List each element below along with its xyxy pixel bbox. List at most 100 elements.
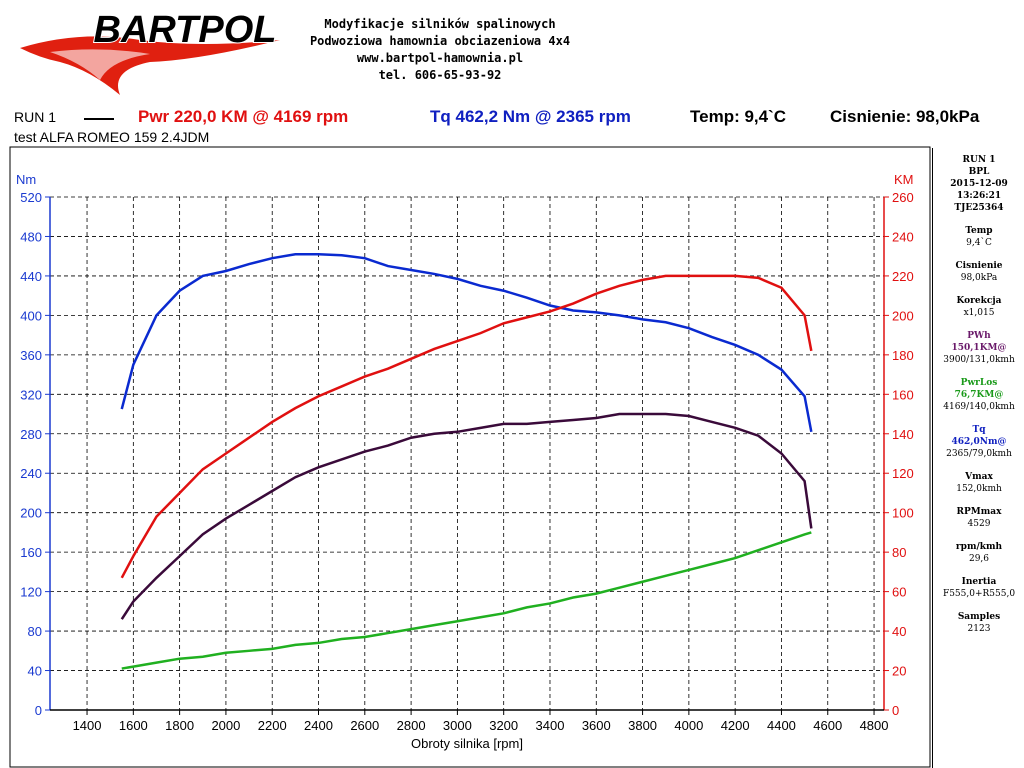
y2-tick-label: 240 xyxy=(892,229,914,244)
x-tick-label: 3600 xyxy=(582,718,611,733)
panel-value: 4169/140,0kmh xyxy=(943,402,1015,412)
panel-value: BPL xyxy=(968,167,990,177)
y2-tick-label: 60 xyxy=(892,585,906,600)
y2-tick-label: 220 xyxy=(892,269,914,284)
y-tick-label: 120 xyxy=(20,585,42,600)
pressure-summary: Cisnienie: 98,0kPa xyxy=(830,107,980,126)
x-tick-label: 3800 xyxy=(628,718,657,733)
y-tick-label: 80 xyxy=(28,624,42,639)
info-line: Modyfikacje silników spalinowych xyxy=(324,17,556,31)
panel-label: Temp xyxy=(965,226,993,236)
torque-summary: Tq 462,2 Nm @ 2365 rpm xyxy=(430,107,631,126)
x-tick-label: 1800 xyxy=(165,718,194,733)
chart: 1400 1600 1800 2000 2200 2400 2600 2800 3000 3200… xyxy=(9,146,931,768)
y2-tick-label: 80 xyxy=(892,545,906,560)
panel-value: 150,1KM@ xyxy=(951,343,1007,353)
series-line xyxy=(120,274,813,579)
x-tick-label: 4400 xyxy=(767,718,796,733)
x-axis-label: Obroty silnika [rpm] xyxy=(411,736,523,751)
panel-value: 2365/79,0kmh xyxy=(946,449,1012,459)
panel-value: 76,7KM@ xyxy=(954,390,1004,400)
y2-tick-label: 260 xyxy=(892,190,914,205)
y-tick-label: 280 xyxy=(20,427,42,442)
panel-value: 2015-12-09 xyxy=(950,179,1008,189)
x-tick-label: 4200 xyxy=(721,718,750,733)
y2-tick-label: 0 xyxy=(892,703,899,718)
panel-value: 9,4`C xyxy=(966,238,992,248)
series-line xyxy=(121,531,812,670)
x-tick-label: 2400 xyxy=(304,718,333,733)
panel-value: 29,6 xyxy=(968,554,990,564)
y-tick-label: 360 xyxy=(20,348,42,363)
y-tick-label: 400 xyxy=(20,308,42,323)
panel-label: Inertia xyxy=(961,577,997,587)
x-tick-label: 2800 xyxy=(397,718,426,733)
panel-value: RUN 1 xyxy=(962,155,996,165)
y2-tick-label: 40 xyxy=(892,624,906,639)
y-tick-label: 320 xyxy=(20,387,42,402)
panel-value: 462,0Nm@ xyxy=(951,437,1007,447)
run-label: RUN 1 xyxy=(14,109,57,125)
y2-tick-label: 120 xyxy=(892,466,914,481)
y-tick-label: 40 xyxy=(28,664,42,679)
series-line xyxy=(120,252,813,433)
panel-label: Tq xyxy=(972,425,986,435)
company-info: Modyfikacje silników spalinowych Podwozi… xyxy=(250,16,630,84)
info-line: www.bartpol-hamownia.pl xyxy=(356,51,524,65)
side-panel: RUN 1 BPL 2015-12-09 13:26:21 TJE25364 Temp 9,… xyxy=(932,148,1024,768)
x-tick-label: 3200 xyxy=(489,718,518,733)
panel-label: Korekcja xyxy=(956,296,1002,306)
x-tick-label: 3000 xyxy=(443,718,472,733)
panel-value: 3900/131,0kmh xyxy=(943,355,1015,365)
panel-value: TJE25364 xyxy=(954,203,1004,213)
run-line-sample xyxy=(84,118,114,120)
panel-value: 98,0kPa xyxy=(960,273,998,283)
y-tick-label: 240 xyxy=(20,466,42,481)
x-tick-label: 1400 xyxy=(73,718,102,733)
info-line: tel. 606-65-93-92 xyxy=(378,68,502,82)
power-summary: Pwr 220,0 KM @ 4169 rpm xyxy=(138,107,349,126)
panel-label: Cisnienie xyxy=(955,261,1003,271)
temp-summary: Temp: 9,4`C xyxy=(690,107,787,126)
panel-label: Samples xyxy=(957,612,1001,622)
panel-value: 13:26:21 xyxy=(956,191,1002,201)
logo: BARTPOL xyxy=(20,8,280,95)
panel-label: rpm/kmh xyxy=(955,542,1003,552)
info-line: Podwoziowa hamownia obciazeniowa 4x4 xyxy=(309,34,571,48)
y-tick-label: 160 xyxy=(20,545,42,560)
y2-tick-label: 140 xyxy=(892,427,914,442)
x-tick-label: 2600 xyxy=(350,718,379,733)
x-tick-label: 2000 xyxy=(211,718,240,733)
y-tick-label: 440 xyxy=(20,269,42,284)
y-tick-label: 200 xyxy=(20,506,42,521)
y2-tick-label: 200 xyxy=(892,308,914,323)
panel-value: 4529 xyxy=(967,519,991,529)
panel-label: PwrLos xyxy=(960,378,998,388)
x-tick-label: 4000 xyxy=(674,718,703,733)
panel-value: x1,015 xyxy=(963,308,995,318)
y2-tick-label: 100 xyxy=(892,506,914,521)
chart-frame xyxy=(9,146,931,768)
panel-value: F555,0+R555,0 xyxy=(942,589,1016,599)
logo-flame-highlight xyxy=(50,49,150,80)
panel-label: Vmax xyxy=(965,472,993,482)
vehicle: test ALFA ROMEO 159 2.4JDM xyxy=(14,129,210,145)
panel-label: PWh xyxy=(967,331,991,341)
y2-tick-label: 160 xyxy=(892,387,914,402)
y-axis-label: Nm xyxy=(16,172,36,187)
panel-value: 152,0kmh xyxy=(956,484,1002,494)
x-tick-label: 1600 xyxy=(119,718,148,733)
panel-value: 2123 xyxy=(967,624,991,634)
y-tick-label: 480 xyxy=(20,229,42,244)
x-tick-label: 4800 xyxy=(860,718,889,733)
logo-text: BARTPOL xyxy=(94,9,277,51)
x-tick-label: 3400 xyxy=(536,718,565,733)
panel-label: RPMmax xyxy=(956,507,1002,517)
series-line xyxy=(120,412,813,620)
y2-axis-label: KM xyxy=(894,172,914,187)
x-tick-label: 2200 xyxy=(258,718,287,733)
y-tick-label: 520 xyxy=(20,190,42,205)
y2-tick-label: 20 xyxy=(892,664,906,679)
x-tick-label: 4600 xyxy=(813,718,842,733)
